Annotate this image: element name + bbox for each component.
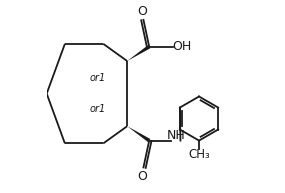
Polygon shape bbox=[127, 45, 150, 61]
Text: O: O bbox=[138, 5, 147, 18]
Text: OH: OH bbox=[173, 40, 192, 53]
Text: O: O bbox=[138, 169, 147, 183]
Text: CH₃: CH₃ bbox=[188, 148, 210, 161]
Text: NH: NH bbox=[167, 129, 186, 142]
Text: or1: or1 bbox=[89, 104, 106, 114]
Polygon shape bbox=[127, 126, 150, 142]
Text: or1: or1 bbox=[89, 73, 106, 83]
